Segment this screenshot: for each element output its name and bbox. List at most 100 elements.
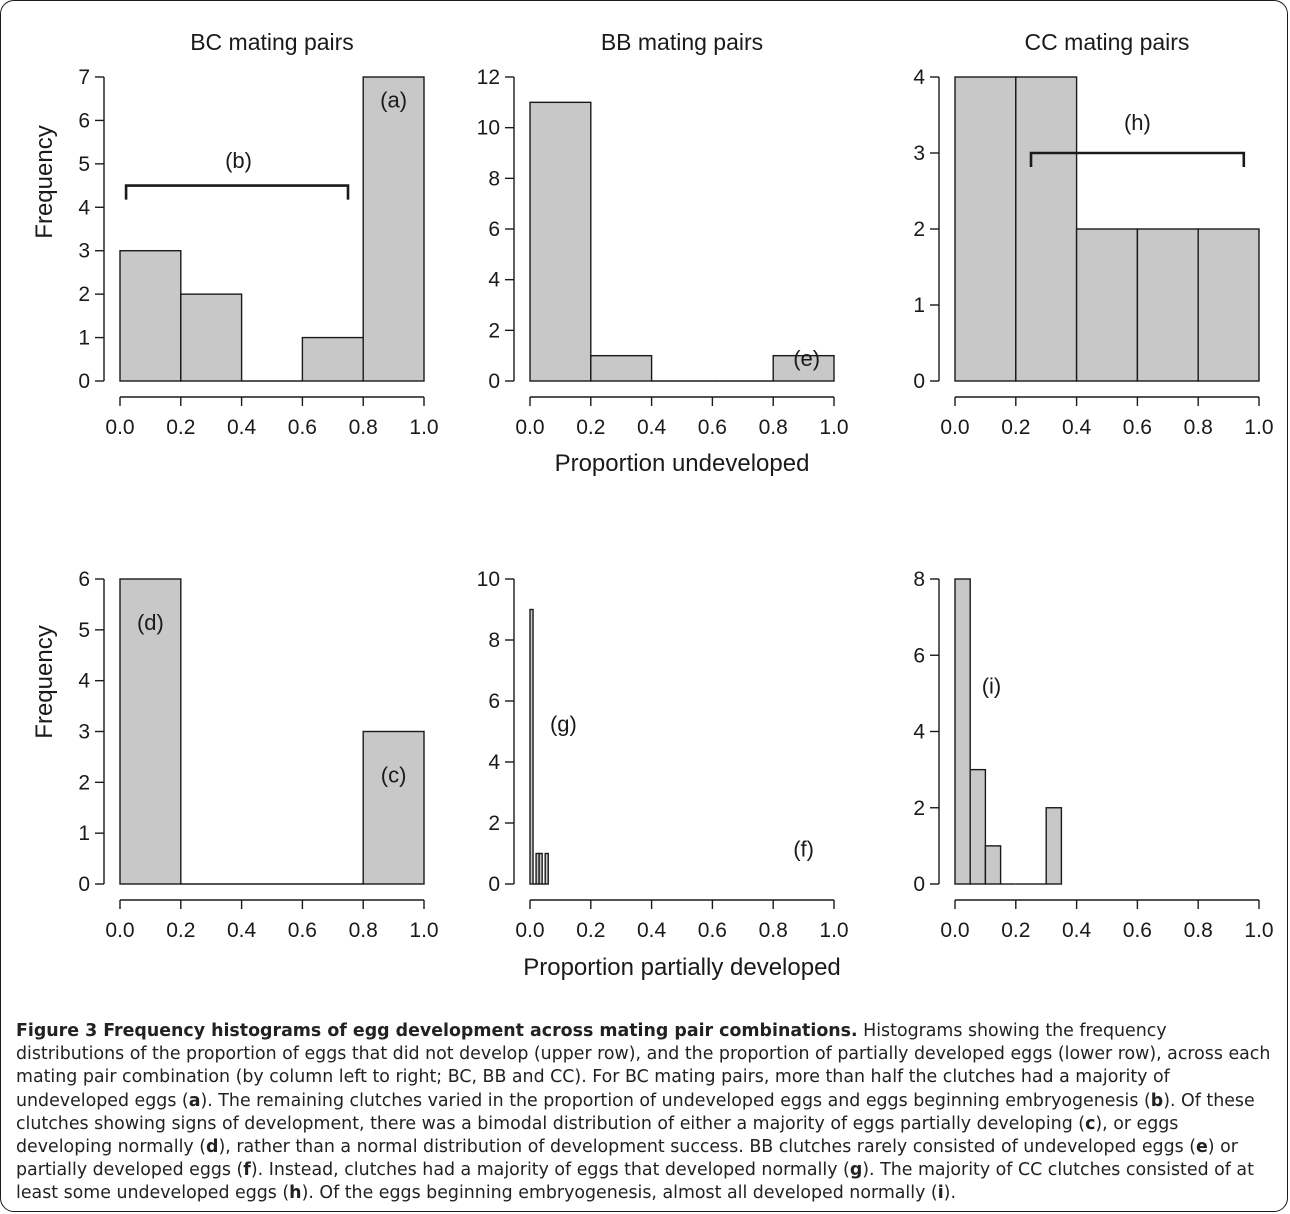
- y-tick-label: 2: [488, 319, 500, 342]
- y-tick-label: 2: [488, 812, 500, 835]
- x-tick-label: 0.0: [940, 919, 969, 942]
- x-tick-label: 0.2: [576, 416, 605, 439]
- x-tick-label: 1.0: [409, 919, 438, 942]
- histogram-bar: [529, 608, 534, 885]
- y-tick-label: 3: [913, 142, 925, 165]
- y-tick-label: 4: [78, 670, 90, 693]
- x-tick-label: 0.4: [637, 919, 667, 942]
- y-tick-label: 6: [78, 109, 90, 132]
- x-tick-label: 0.6: [288, 416, 317, 439]
- histogram-bar: [1075, 228, 1139, 382]
- panel-annotation: (d): [137, 610, 164, 635]
- histogram-bar: [301, 336, 364, 382]
- caption-ref-letter: a: [188, 1090, 201, 1111]
- x-tick-label: 0.2: [1001, 919, 1030, 942]
- histogram-panel-3: 0.0 0.2 0.4 0.6 0.8 1.0 0 1 2 3 4 CC mating pairs (h…: [913, 29, 1273, 439]
- y-tick-label: 3: [78, 240, 90, 263]
- histogram-bar: [1197, 228, 1260, 382]
- panel-annotation: (f): [793, 837, 814, 862]
- y-tick-label: 0: [913, 873, 925, 896]
- figure-caption: Figure 3 Frequency histograms of egg dev…: [16, 1020, 1278, 1206]
- x-axis-label: Proportion undeveloped: [555, 450, 810, 477]
- x-tick-label: 1.0: [819, 919, 848, 942]
- caption-text: ) or partially developed eggs (: [16, 1137, 1238, 1181]
- y-tick-label: 2: [913, 218, 925, 241]
- y-tick-label: 4: [488, 751, 500, 774]
- y-tick-label: 0: [488, 873, 500, 896]
- caption-text: ), or eggs developing normally (: [16, 1113, 1179, 1158]
- y-tick-label: 7: [78, 66, 90, 89]
- caption-text: ). Of these clutches showing signs of de…: [16, 1090, 1255, 1134]
- histogram-bar: [180, 293, 243, 382]
- y-tick-label: 0: [913, 370, 925, 393]
- histogram-bar: [1015, 76, 1078, 382]
- x-tick-label: 0.4: [1062, 919, 1092, 942]
- y-tick-label: 4: [913, 721, 925, 744]
- histogram-bar: [119, 250, 182, 382]
- y-tick-label: 0: [78, 873, 90, 896]
- histogram-bar: [954, 578, 971, 885]
- caption-ref-letter: b: [1150, 1090, 1164, 1111]
- panel-annotation: (g): [550, 712, 577, 737]
- y-tick-label: 3: [78, 721, 90, 744]
- x-tick-label: 0.8: [349, 416, 378, 439]
- histogram-panel-4: 0.0 0.2 0.4 0.6 0.8 1.0 0 1 2 3 4 5 6 Frequency (d) (c): [31, 568, 439, 942]
- caption-text: ), rather than a normal distribution of …: [218, 1137, 1196, 1158]
- x-axis-label: Proportion partially developed: [523, 954, 841, 981]
- x-tick-label: 0.6: [1123, 416, 1152, 439]
- y-tick-label: 2: [913, 797, 925, 820]
- caption-ref-letter: d: [206, 1137, 219, 1158]
- x-tick-label: 1.0: [1244, 919, 1273, 942]
- x-tick-label: 0.6: [1123, 919, 1152, 942]
- x-tick-label: 0.2: [166, 416, 195, 439]
- x-tick-label: 0.8: [1184, 416, 1213, 439]
- y-tick-label: 2: [78, 283, 90, 306]
- x-tick-label: 0.6: [698, 416, 727, 439]
- caption-text: ). The remaining clutches varied in the …: [200, 1090, 1151, 1111]
- caption-text: ).: [943, 1183, 956, 1204]
- range-bracket: [124, 184, 350, 200]
- panel-annotation: (c): [381, 762, 407, 787]
- x-tick-label: 0.8: [1184, 919, 1213, 942]
- y-tick-label: 8: [488, 629, 500, 652]
- caption-ref-letter: e: [1195, 1137, 1208, 1158]
- caption-ref-letter: f: [243, 1160, 251, 1181]
- caption-title: Figure 3 Frequency histograms of egg dev…: [16, 1021, 858, 1041]
- histogram-bar: [772, 354, 835, 382]
- caption-ref-letter: h: [289, 1183, 302, 1204]
- range-bracket: [1029, 151, 1246, 167]
- x-tick-label: 0.6: [288, 919, 317, 942]
- y-tick-label: 1: [78, 327, 90, 350]
- caption-text: ). Of the eggs beginning embryogenesis, …: [301, 1183, 938, 1204]
- y-tick-label: 2: [78, 771, 90, 794]
- x-tick-label: 0.4: [1062, 416, 1092, 439]
- x-tick-label: 0.2: [576, 919, 605, 942]
- x-tick-label: 0.8: [349, 919, 378, 942]
- y-tick-label: 8: [913, 568, 925, 591]
- x-tick-label: 0.8: [759, 416, 788, 439]
- histogram-panel-6: 0.0 0.2 0.4 0.6 0.8 1.0 0 2 4 6 8 (i): [913, 568, 1273, 942]
- x-tick-label: 0.0: [515, 919, 544, 942]
- caption-text: Histograms showing the frequency distrib…: [16, 1021, 1271, 1111]
- caption-ref-letter: g: [849, 1160, 863, 1181]
- panel-annotation: (e): [793, 346, 820, 371]
- histogram-bar: [1045, 807, 1063, 885]
- panel-annotation: (i): [982, 673, 1002, 698]
- panel-annotation: (a): [380, 87, 407, 112]
- y-tick-label: 1: [78, 822, 90, 845]
- histogram-bar: [590, 354, 653, 382]
- histogram-panel-1: 0.0 0.2 0.4 0.6 0.8 1.0 0 1 2 3 4 5 6 7 BC mating pair…: [31, 29, 439, 439]
- x-tick-label: 1.0: [1244, 416, 1273, 439]
- histogram-bar: [362, 76, 425, 382]
- y-tick-label: 4: [78, 196, 90, 219]
- x-tick-label: 0.2: [166, 919, 195, 942]
- histogram-bar: [984, 845, 1002, 885]
- y-tick-label: 12: [477, 66, 500, 89]
- x-tick-label: 0.0: [515, 416, 544, 439]
- panel-annotation: (b): [225, 148, 252, 173]
- y-tick-label: 5: [78, 619, 90, 642]
- panel-title: CC mating pairs: [1025, 29, 1190, 55]
- x-tick-label: 0.0: [105, 919, 134, 942]
